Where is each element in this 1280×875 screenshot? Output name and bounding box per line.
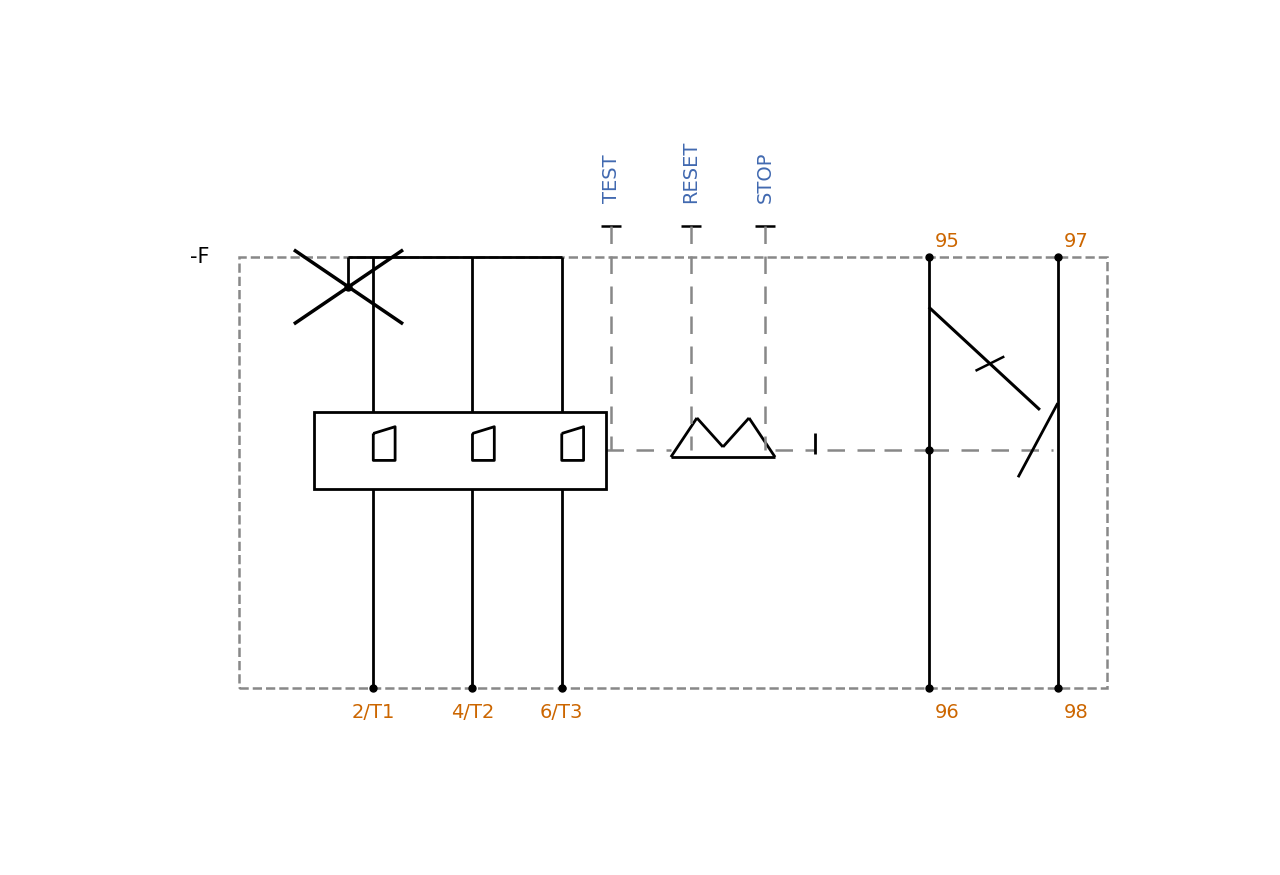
Text: STOP: STOP bbox=[755, 151, 774, 203]
Text: -F: -F bbox=[191, 247, 210, 267]
Text: 6/T3: 6/T3 bbox=[540, 703, 584, 722]
Text: RESET: RESET bbox=[681, 140, 700, 203]
Text: TEST: TEST bbox=[602, 154, 621, 203]
Text: 2/T1: 2/T1 bbox=[352, 703, 396, 722]
Text: 98: 98 bbox=[1064, 703, 1088, 722]
Text: 4/T2: 4/T2 bbox=[451, 703, 494, 722]
Text: 96: 96 bbox=[934, 703, 960, 722]
Text: 97: 97 bbox=[1064, 232, 1088, 251]
Text: 95: 95 bbox=[934, 232, 960, 251]
